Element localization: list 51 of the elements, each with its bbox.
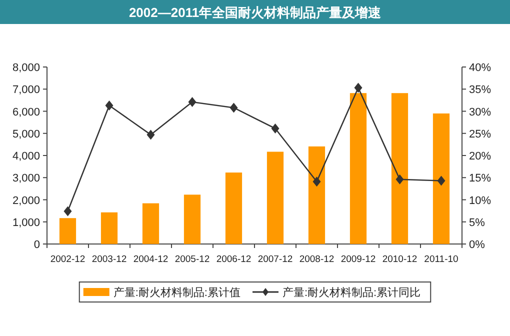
bar (184, 194, 201, 244)
y-tick-label: 6,000 (12, 106, 40, 118)
x-tick-label: 2011-10 (424, 254, 458, 265)
bar (308, 146, 326, 244)
bar (391, 93, 408, 244)
point (312, 176, 321, 187)
y-tick-label: 0 (34, 239, 40, 251)
y2-tick-label: 5% (469, 216, 486, 229)
y-tick-label: 1,000 (12, 216, 40, 229)
x-tick-label: 2003-12 (92, 254, 127, 265)
legend-label: 产量:耐火材料制品:累计同比 (282, 286, 421, 299)
x-tick-label: 2008-12 (299, 254, 334, 265)
y2-tick-label: 0% (469, 239, 486, 251)
point (64, 206, 72, 216)
y2-tick-label: 40% (469, 62, 492, 74)
x-tick-label: 2005-12 (174, 254, 210, 265)
point (396, 174, 404, 184)
legend-label: 产量:耐火材料制品:累计值 (113, 286, 240, 299)
bar (142, 203, 160, 244)
y-tick-label: 7,000 (12, 84, 40, 96)
point (271, 124, 280, 134)
y-tick-label: 8,000 (12, 62, 40, 74)
bar (59, 218, 76, 244)
x-tick-label: 2007-12 (258, 254, 293, 265)
chart-title: 2002—2011年全国耐火材料制品产量及增速 (128, 5, 382, 20)
y-tick-label: 4,000 (12, 150, 40, 162)
y2-tick-label: 10% (469, 194, 492, 207)
y-tick-label: 2,000 (12, 194, 40, 207)
y-tick-label: 5,000 (12, 128, 40, 140)
bar (225, 172, 242, 244)
bar (350, 93, 367, 244)
y2-tick-label: 20% (469, 150, 492, 162)
y2-tick-label: 15% (469, 172, 492, 185)
point (146, 130, 155, 140)
x-tick-label: 2006-12 (216, 254, 252, 265)
x-tick-label: 2002-12 (50, 254, 86, 265)
bar (100, 212, 118, 244)
bar (432, 113, 450, 244)
point (105, 100, 114, 110)
x-tick-label: 2004-12 (133, 254, 168, 265)
x-tick-label: 2010-12 (382, 254, 418, 265)
point (230, 102, 238, 113)
y-tick-label: 3,000 (12, 172, 40, 185)
y2-tick-label: 30% (469, 106, 492, 118)
x-tick-label: 2009-12 (340, 254, 376, 265)
point (188, 96, 196, 107)
y2-tick-label: 25% (469, 128, 492, 140)
bar (266, 152, 284, 244)
point (437, 176, 446, 186)
y2-tick-label: 35% (469, 84, 492, 96)
point (354, 82, 362, 93)
